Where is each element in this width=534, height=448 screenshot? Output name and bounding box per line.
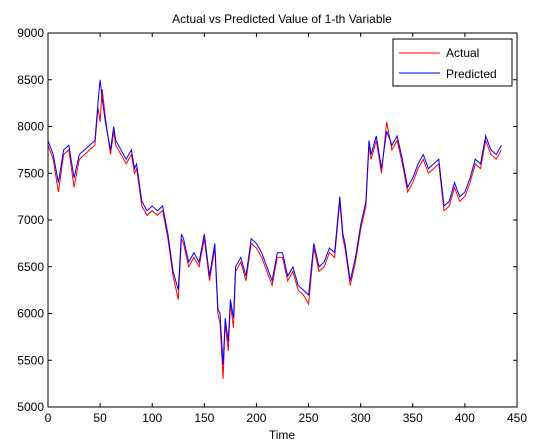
x-tick-label: 350 [403,411,423,425]
y-tick-label: 7500 [17,166,44,180]
legend: Actual Predicted [392,38,513,87]
legend-label-predicted: Predicted [446,67,497,81]
x-tick-label: 100 [142,411,162,425]
series-line-predicted [47,79,502,365]
plot-background [48,33,517,407]
x-tick-label: 450 [507,411,527,425]
axis-ticks: 0 50 100 150 200 250 300 350 400 450 5000 5500 6000 6… [17,26,527,425]
x-tick-label: 50 [93,411,107,425]
y-tick-label: 7000 [17,213,44,227]
y-tick-label: 9000 [17,26,44,40]
y-tick-label: 8500 [17,73,44,87]
x-tick-label: 400 [455,411,475,425]
y-tick-label: 6500 [17,260,44,274]
x-tick-label: 250 [299,411,319,425]
x-tick-label: 0 [45,411,52,425]
y-tick-label: 5000 [17,400,44,414]
legend-box [392,38,513,87]
x-axis-label: Time [269,428,296,442]
chart-title: Actual vs Predicted Value of 1-th Variab… [172,12,392,26]
legend-label-actual: Actual [446,46,479,60]
series-line-actual [47,89,502,379]
series-lines [47,79,502,379]
x-tick-label: 150 [194,411,214,425]
y-tick-label: 8000 [17,120,44,134]
y-tick-label: 5500 [17,353,44,367]
y-tick-label: 6000 [17,307,44,321]
x-tick-label: 200 [246,411,266,425]
x-tick-label: 300 [351,411,371,425]
